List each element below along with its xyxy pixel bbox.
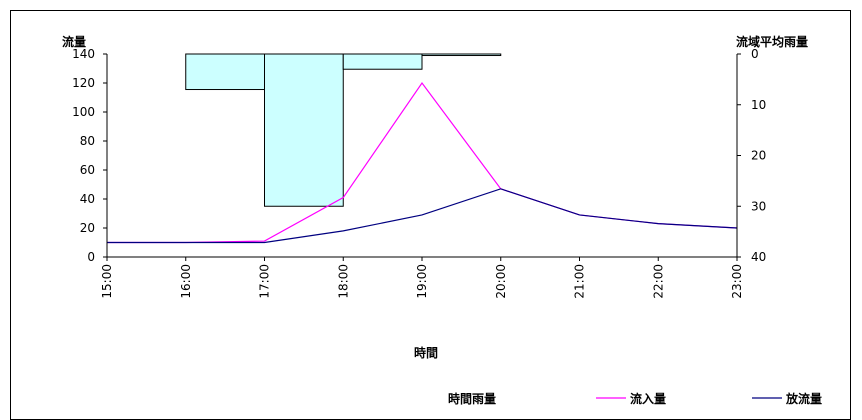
y2-tick-label: 30 [751, 199, 766, 213]
y2-tick-label: 10 [751, 98, 766, 112]
tick-labels: 0 20 40 60 80 100 120 140 0 10 20 30 40 15:00 16:00 17:… [72, 47, 766, 299]
x-tick-label: 22:00 [651, 264, 665, 299]
x-tick-label: 23:00 [730, 264, 744, 299]
legend-rain-swatch [415, 392, 445, 398]
y-tick-label: 80 [80, 134, 95, 148]
series-line-1 [107, 188, 738, 244]
legend-rain-label: 時間雨量 [448, 391, 496, 406]
y-tick-label: 40 [80, 192, 95, 206]
flow-lines [107, 81, 738, 244]
x-axis-label: 時間 [414, 345, 438, 360]
y2-tick-label: 0 [751, 47, 759, 61]
rain-bar-3 [421, 53, 502, 57]
rain-bar-0 [185, 53, 265, 91]
x-tick-label: 18:00 [336, 264, 350, 299]
series-line-0 [107, 81, 738, 244]
legend-outflow-label: 放流量 [785, 391, 822, 406]
y-tick-label: 140 [72, 47, 95, 61]
chart-frame [10, 10, 851, 420]
y-tick-label: 60 [80, 163, 95, 177]
y-tick-label: 20 [80, 221, 95, 235]
x-tick-label: 20:00 [494, 264, 508, 299]
y-axis-label: 流量 [62, 34, 86, 49]
axes [103, 53, 741, 261]
x-tick-label: 16:00 [179, 264, 193, 299]
x-tick-label: 17:00 [258, 264, 272, 299]
y-tick-label: 100 [72, 105, 95, 119]
y2-axis-label: 流域平均雨量 [736, 34, 808, 49]
x-tick-label: 21:00 [573, 264, 587, 299]
rain-bar-2 [342, 53, 423, 70]
rainfall-bars [185, 53, 502, 207]
x-tick-label: 19:00 [415, 264, 429, 299]
y2-tick-label: 40 [751, 250, 766, 264]
x-tick-label: 15:00 [100, 264, 114, 299]
y-tick-label: 0 [87, 250, 95, 264]
y2-tick-label: 20 [751, 149, 766, 163]
legend-inflow-label: 流入量 [630, 391, 666, 406]
legend: 時間雨量 流入量 放流量 [415, 391, 822, 406]
y-tick-label: 120 [72, 76, 95, 90]
rain-bar-1 [264, 53, 344, 207]
